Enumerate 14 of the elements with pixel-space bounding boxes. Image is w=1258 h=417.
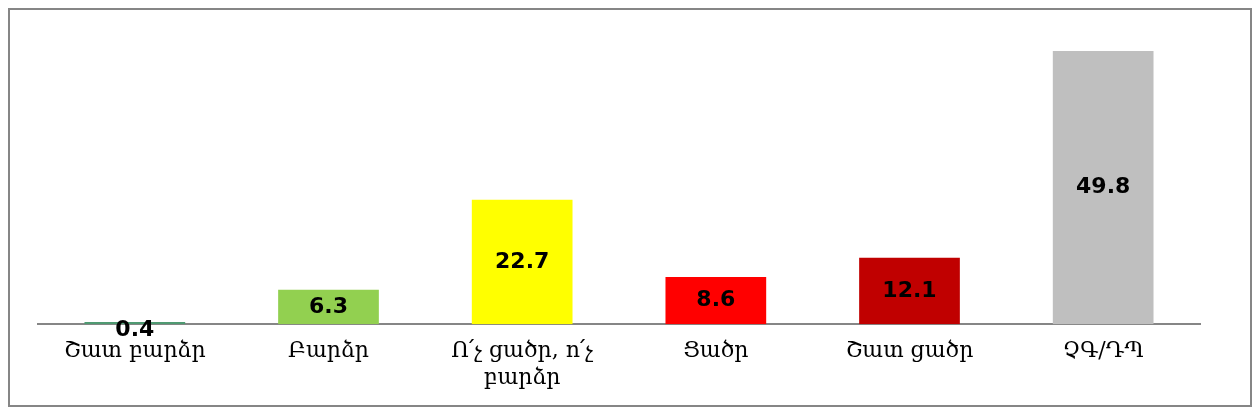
data-label: 8.6: [696, 286, 736, 312]
bar: [859, 257, 960, 325]
x-tick-label: Շատ ցածր: [845, 337, 974, 363]
x-tick-label: Ո՛չ ցածր, ո՛չ բարձր: [451, 337, 594, 389]
data-label: 22.7: [495, 247, 550, 273]
bar: [1052, 51, 1154, 325]
data-label: 6.3: [309, 292, 348, 318]
bar: [665, 277, 767, 325]
bar: [471, 199, 573, 325]
x-tick-label: Բարձր: [288, 337, 369, 363]
x-tick-label: Ցածր: [683, 337, 749, 363]
data-label: 12.1: [882, 276, 937, 302]
data-label: 49.8: [1076, 173, 1131, 199]
x-tick-label: ՉԳ/ԴՊ: [1062, 337, 1144, 363]
